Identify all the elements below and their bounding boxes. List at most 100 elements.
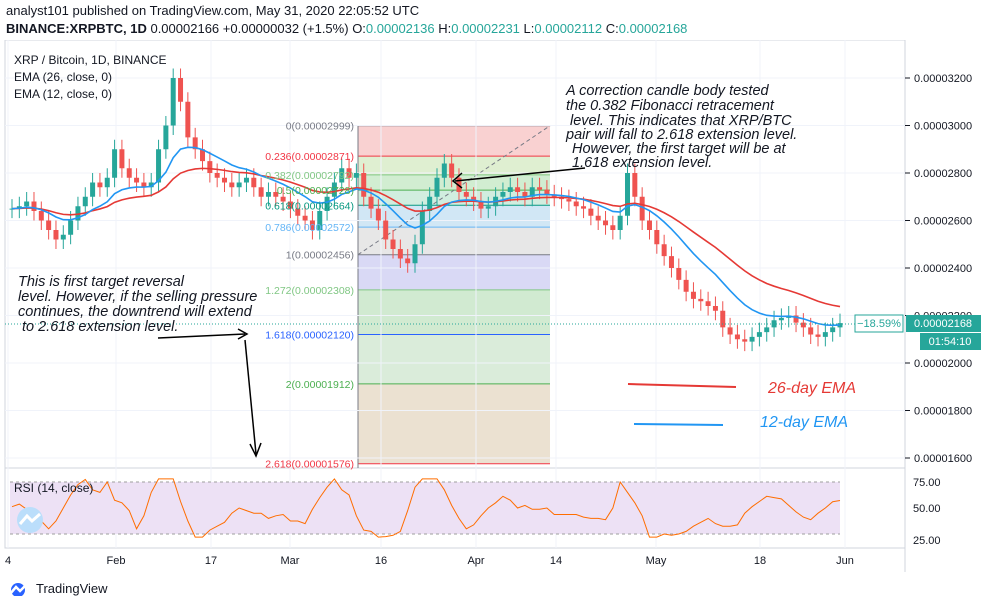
candle-body (522, 192, 528, 197)
x-axis-label: 16 (375, 555, 387, 567)
candle-body (405, 258, 411, 264)
candle-body (317, 211, 323, 230)
open-value: 0.00002136 (365, 21, 435, 36)
y-axis-label: 0.00001800 (914, 406, 972, 418)
candle-body (229, 182, 235, 188)
candle-body (720, 310, 726, 328)
candle-body (163, 125, 169, 150)
x-axis-label: May (646, 555, 667, 567)
high-value: 0.00002231 (451, 21, 520, 36)
ema26-line (11, 167, 841, 308)
symbol-ohlc-line: BINANCE:XRPBTC, 1D 0.00002166 +0.0000003… (6, 21, 687, 36)
price-chart[interactable]: 0(0.00002999) 0.236(0.00002871) 0.382(0.00… (0, 40, 987, 572)
candle-body (661, 244, 667, 257)
candle-body (800, 322, 806, 328)
candle-body (595, 215, 601, 221)
candle-body (221, 177, 227, 183)
candle-body (346, 168, 352, 178)
close-label: C: (605, 21, 619, 36)
fib-level-label: 0.236(0.00002871) (265, 151, 354, 163)
candle-body (368, 196, 374, 209)
fibonacci-labels: 0(0.00002999) 0.236(0.00002871) 0.382(0.00… (265, 121, 354, 471)
candle-body (207, 161, 213, 173)
candle-body (214, 173, 220, 178)
candle-body (309, 220, 315, 230)
candle-body (331, 182, 337, 197)
price-change: +0.00000032 (+1.5%) (222, 21, 349, 36)
candle-body (339, 168, 345, 183)
candle-body (295, 208, 301, 216)
candle-body (119, 149, 125, 169)
candle-body (449, 163, 455, 178)
arrow-to-382 (454, 167, 586, 182)
candle-body (727, 327, 733, 335)
y-axis-label: 0.00002400 (914, 263, 972, 275)
y-axis-label: 0.00002600 (914, 216, 972, 228)
candle-body (434, 177, 440, 197)
candle-body (690, 291, 696, 299)
fib-trendline (357, 125, 551, 256)
candle-body (500, 192, 506, 197)
rsi-level-25: 25.00 (913, 535, 941, 547)
legend-title: XRP / Bitcoin, 1D, BINANCE (14, 53, 167, 67)
candle-body (698, 298, 704, 302)
fib-zone (358, 125, 550, 157)
candle-body (148, 182, 154, 188)
rsi-level-50: 50.00 (913, 503, 941, 515)
candle-body (734, 334, 740, 340)
candle-body (280, 196, 286, 202)
countdown-text: 01:54:10 (929, 336, 972, 348)
candle-body (287, 201, 293, 209)
x-axis: 4 Feb 17 Mar 16 Apr 14 May 18 Jun (5, 555, 854, 567)
x-axis-label: 14 (550, 555, 562, 567)
arrow-head-1618 (237, 328, 249, 340)
left-note-line-4: to 2.618 extension level. (22, 319, 178, 335)
footer: TradingView (6, 580, 108, 596)
candle-body (515, 187, 521, 192)
arrow-to-1618 (157, 333, 246, 339)
candle-body (324, 196, 330, 211)
ema26-label: 26-day EMA (767, 380, 856, 397)
price-tag-text: 0.00002168 (914, 318, 972, 330)
candle-body (185, 101, 191, 138)
countdown-tag (920, 333, 981, 350)
candle-body (603, 220, 609, 226)
x-axis-label: 4 (5, 555, 11, 567)
y-axis-label: 0.00001600 (914, 453, 972, 465)
candle-body (9, 208, 15, 210)
fib-level-label: 1(0.00002456) (286, 250, 354, 262)
brand-name: TradingView (36, 580, 108, 596)
left-note-line-1: This is first target reversal (18, 274, 185, 290)
last-price: 0.00002166 (150, 21, 220, 36)
fib-level-label: 2.618(0.00001576) (265, 459, 354, 471)
candle-body (375, 208, 381, 221)
candle-body (353, 173, 359, 178)
tradingview-watermark-icon (17, 507, 43, 533)
candle-body (808, 327, 814, 335)
candle-body (573, 201, 579, 207)
candle-body (705, 301, 711, 306)
y-axis-label: 0.00002800 (914, 168, 972, 180)
rsi-level-75: 75.00 (913, 477, 941, 489)
candle-body (82, 196, 88, 207)
left-note-line-3: continues, the downtrend will extend (18, 304, 253, 320)
right-note-line-4: pair will fall to 2.618 extension level. (565, 127, 797, 143)
candle-body (749, 336, 755, 342)
candle-body (632, 173, 638, 197)
arrow-head-382 (451, 172, 463, 189)
candle-body (581, 206, 587, 209)
candle-body (243, 177, 249, 183)
close-value: 0.00002168 (618, 21, 688, 36)
legend-ema26: EMA (26, close, 0) (14, 70, 112, 84)
candle-body (529, 187, 535, 197)
fib-level-label: 0.5(0.00002728) (277, 185, 354, 197)
candle-body (478, 201, 484, 209)
annotation-arrows (157, 167, 586, 458)
right-note-line-5: However, the first target will be at (572, 141, 787, 157)
fib-level-label: 0.382(0.00002792) (265, 170, 354, 182)
candle-body (566, 199, 572, 202)
ema12-label: 12-day EMA (760, 414, 848, 431)
open-label: O: (352, 21, 366, 36)
fib-zone (358, 227, 550, 255)
x-axis-label: Mar (281, 555, 300, 567)
